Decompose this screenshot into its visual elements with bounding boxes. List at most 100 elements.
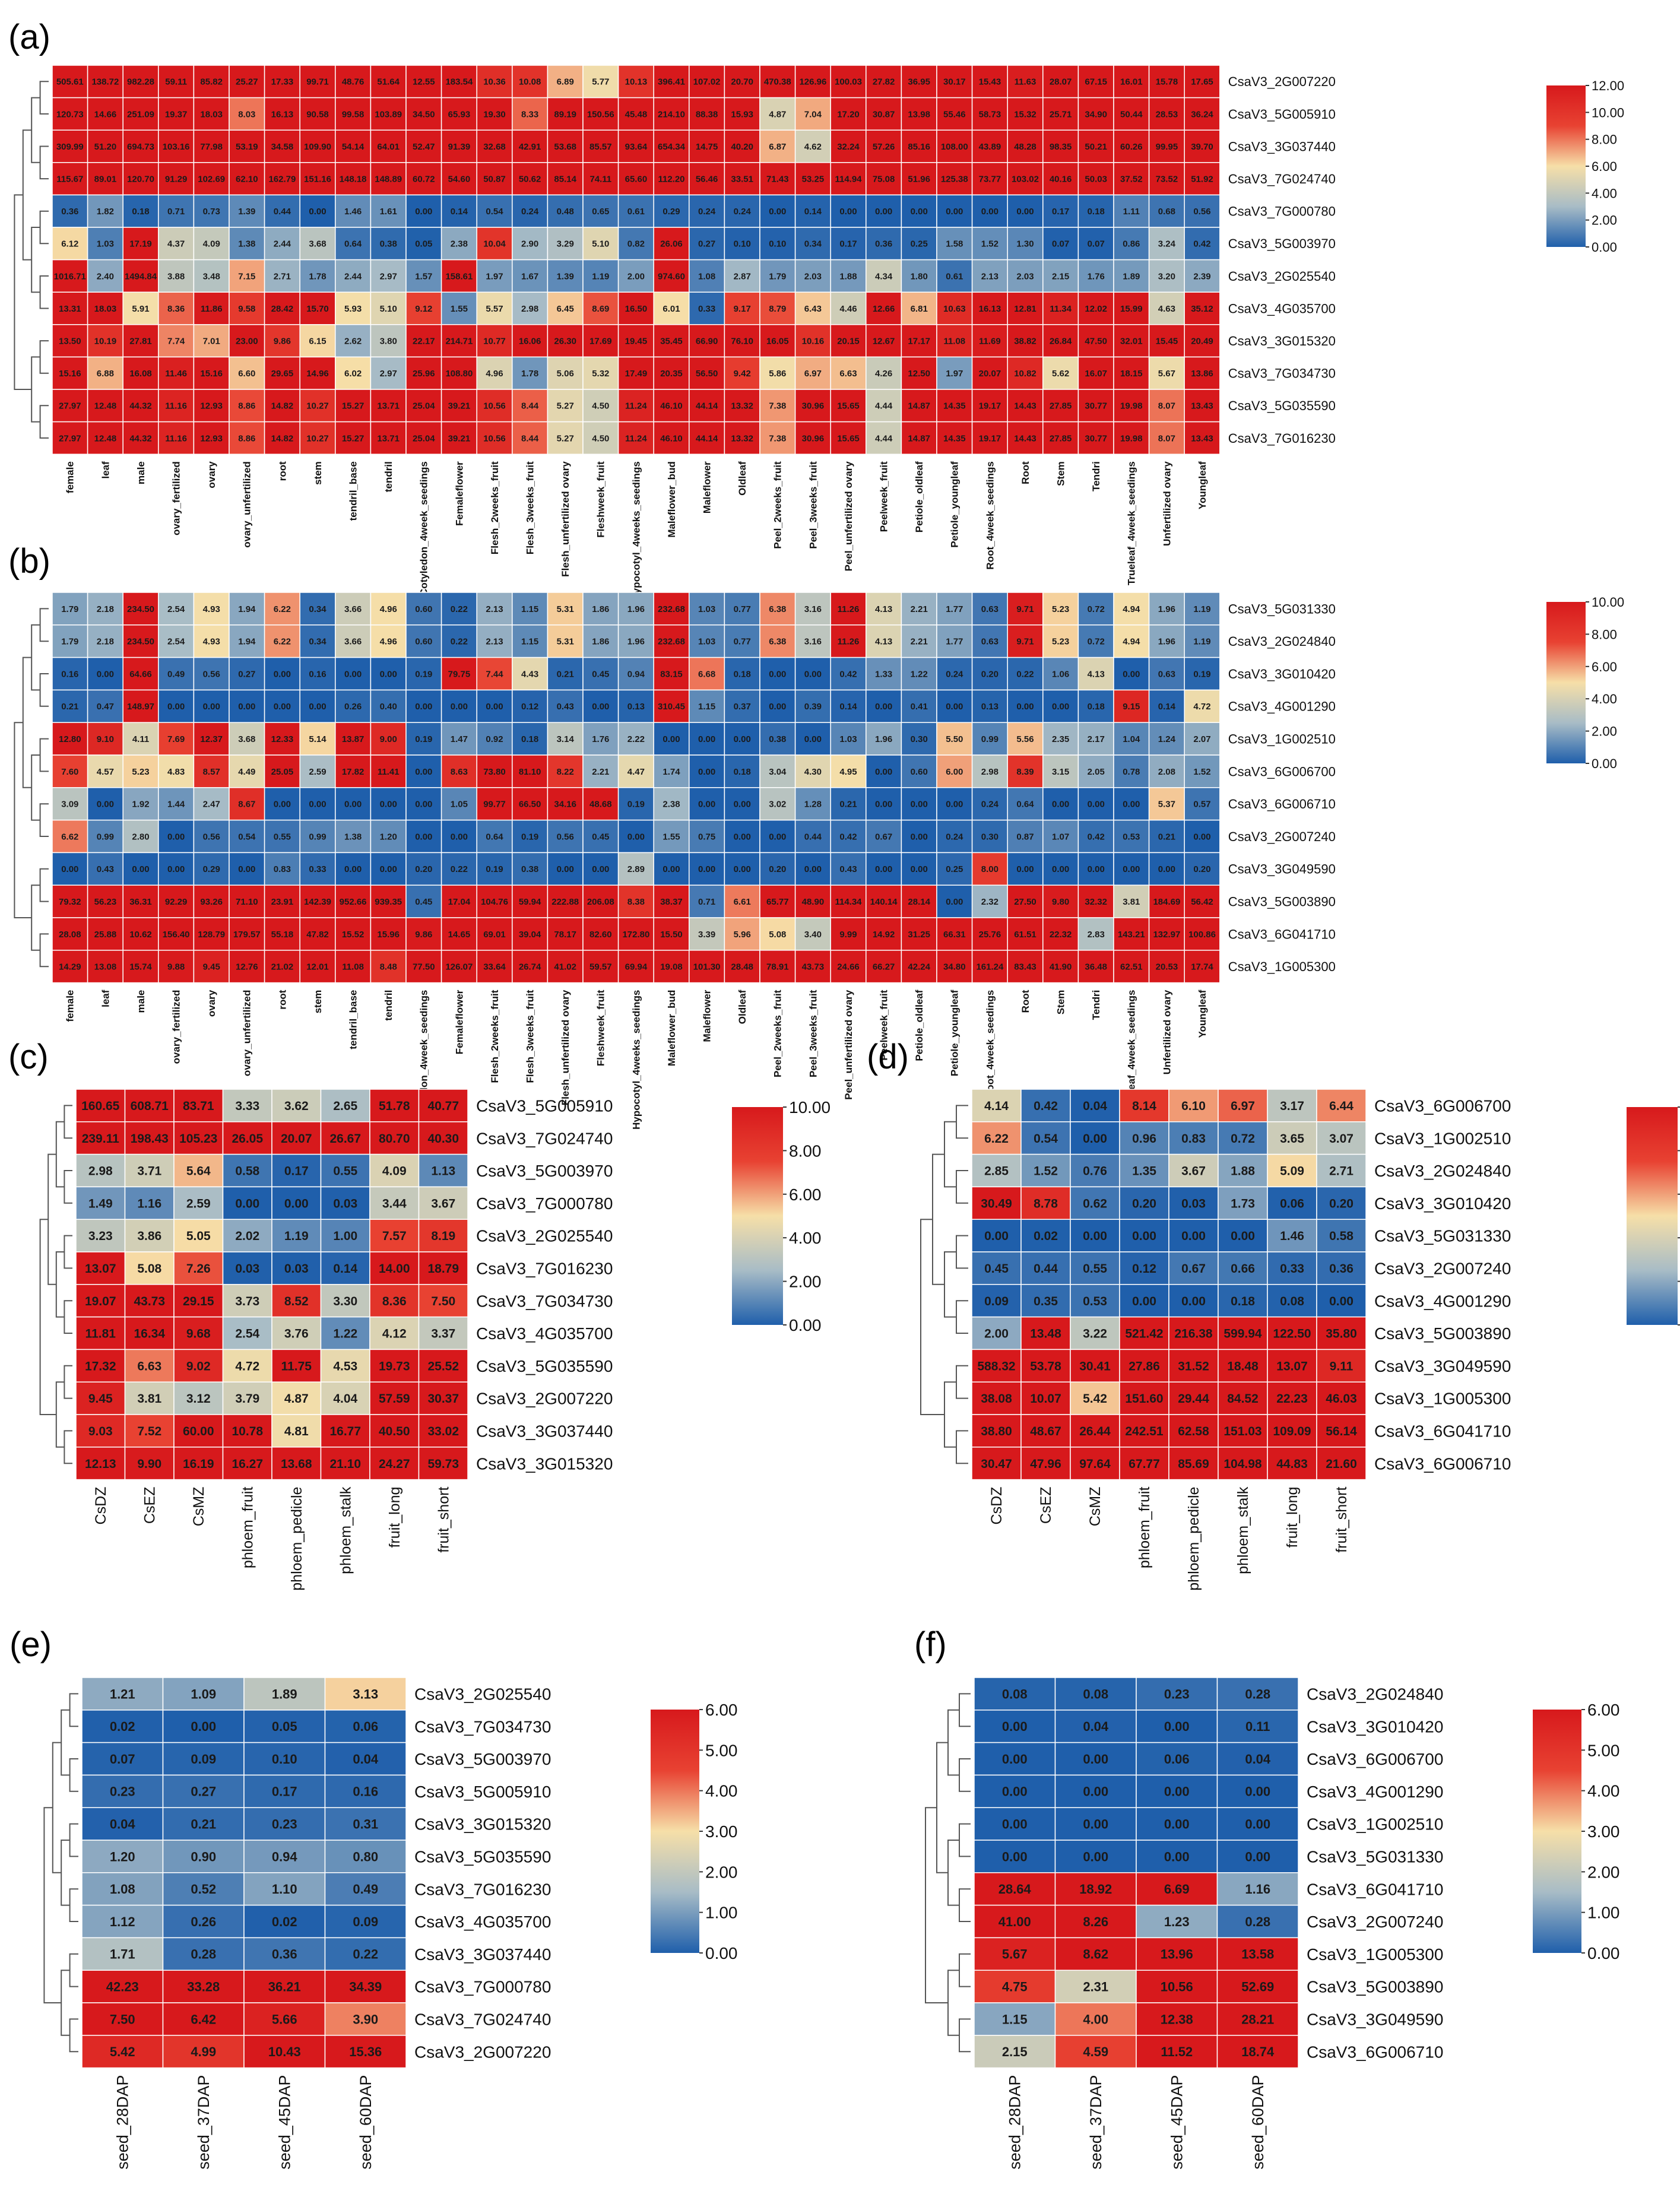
heatmap-cell [1007,162,1044,196]
cell-value: 7.26 [186,1262,211,1276]
heatmap-cell [122,884,159,918]
heatmap-panel-d: (d)4.14 0.42 0.04 8.14 6.10 6.97 3.17 6.446.22 0… [867,1038,1680,1591]
cell-value: 0.14 [333,1262,357,1276]
heatmap-cell [229,592,265,626]
legend-tick-label: 2.00 [705,1863,738,1881]
cell-value: 0.00 [1231,1229,1255,1243]
row-label: CsaV3_5G005910 [414,1783,551,1801]
heatmap-cell [476,356,513,390]
cell-value: 26.06 [660,239,683,249]
cell-value: 1.76 [1088,271,1105,281]
cell-value: 4.99 [191,2044,216,2059]
cell-value: 505.61 [56,77,84,87]
cell-value: 25.04 [413,433,435,443]
cell-value: 0.20 [415,864,432,874]
cell-value: 6.87 [769,142,786,152]
heatmap-cell [370,819,407,854]
heatmap-cell [264,689,300,723]
cell-value: 18.03 [94,304,117,314]
cell-value: 3.14 [557,734,575,744]
legend-tick-label: 2.00 [1592,724,1617,739]
cell-value: 3.73 [235,1295,259,1308]
cell-value: 56.14 [1326,1425,1357,1438]
cell-value: 0.00 [769,669,786,679]
cell-value: 7.69 [167,734,185,744]
cell-value: 251.09 [127,109,154,119]
cell-value: 2.18 [97,637,114,647]
cell-value: 0.00 [1158,864,1175,874]
heatmap-cell [229,389,265,423]
cell-value: 18.92 [1079,1882,1112,1897]
cell-value: 0.00 [284,1197,309,1210]
heatmap-cell [1077,421,1114,455]
cell-value: 0.21 [191,1817,216,1832]
cell-value: 0.64 [344,239,362,249]
cell-value: 0.75 [698,832,715,842]
row-label: CsaV3_5G031330 [1374,1227,1511,1245]
cell-value: 14.43 [1014,433,1036,443]
cell-value: 0.21 [839,800,857,810]
heatmap-cell [547,852,584,886]
cell-value: 0.09 [191,1752,216,1767]
cell-value: 148.89 [375,175,402,185]
cell-value: 59.73 [427,1457,459,1471]
heatmap-cell [440,129,477,163]
cell-value: 0.80 [353,1849,378,1864]
cell-value: 1.12 [110,1914,135,1929]
row-label: CsaV3_5G035590 [476,1357,613,1375]
cell-value: 6.63 [839,369,857,379]
cell-value: 15.16 [200,369,223,379]
heatmap-cell [1077,787,1114,821]
cell-value: 11.52 [1161,2044,1193,2059]
cell-value: 14.96 [306,369,329,379]
heatmap-cell [1042,291,1079,325]
cell-value: 14.75 [696,142,718,152]
cell-value: 1016.71 [54,271,86,281]
heatmap-cell [759,884,796,918]
cell-value: 0.36 [272,1947,297,1962]
cell-value: 0.60 [415,604,432,614]
cell-value: 0.00 [451,702,468,712]
heatmap-cell [794,852,831,886]
cell-value: 1.19 [1193,604,1210,614]
heatmap-cell [476,194,513,228]
cell-value: 51.78 [379,1099,410,1113]
heatmap-cell [830,129,867,163]
cell-value: 12.01 [306,962,329,972]
cell-value: 5.91 [132,304,149,314]
column-label: Peel_unfertilized ovary [843,990,854,1100]
cell-value: 234.50 [127,637,154,647]
column-label: phloem_pedicle [1185,1487,1202,1591]
row-label: CsaV3_5G005910 [1228,107,1336,122]
heatmap-cell [299,787,336,821]
cell-value: 0.61 [946,271,963,281]
cell-value: 24.27 [379,1457,410,1471]
cell-value: 59.57 [589,962,612,972]
cell-value: 0.00 [911,207,928,217]
cell-value: 14.35 [943,401,966,411]
legend-tick-label: 4.00 [789,1229,822,1247]
cell-value: 5.05 [186,1229,211,1243]
cell-value: 1.77 [946,604,963,614]
column-labels: seed_28DAP seed_37DAP seed_45DAP seed_60DAP [1006,2075,1267,2170]
column-label: female [65,461,76,493]
cell-value: 15.65 [837,433,860,443]
cell-value: 53.68 [554,142,576,152]
heatmap-cell [617,97,654,131]
heatmap-cell [1113,852,1150,886]
heatmap-cell [440,722,477,756]
cell-value: 0.00 [698,734,715,744]
cell-value: 91.39 [448,142,471,152]
cell-value: 5.62 [1052,369,1069,379]
cell-value: 0.42 [1034,1099,1058,1113]
cell-value: 104.76 [481,897,508,907]
cell-value: 60.72 [413,175,435,185]
heatmap-cell [405,129,442,163]
heatmap-cell [1077,129,1114,163]
cell-value: 0.61 [627,207,645,217]
cell-value: 8.19 [431,1229,455,1243]
cell-value: 11.86 [201,304,223,314]
cell-value: 0.09 [353,1914,378,1929]
cell-value: 1.76 [592,734,609,744]
heatmap-cell [440,852,477,886]
